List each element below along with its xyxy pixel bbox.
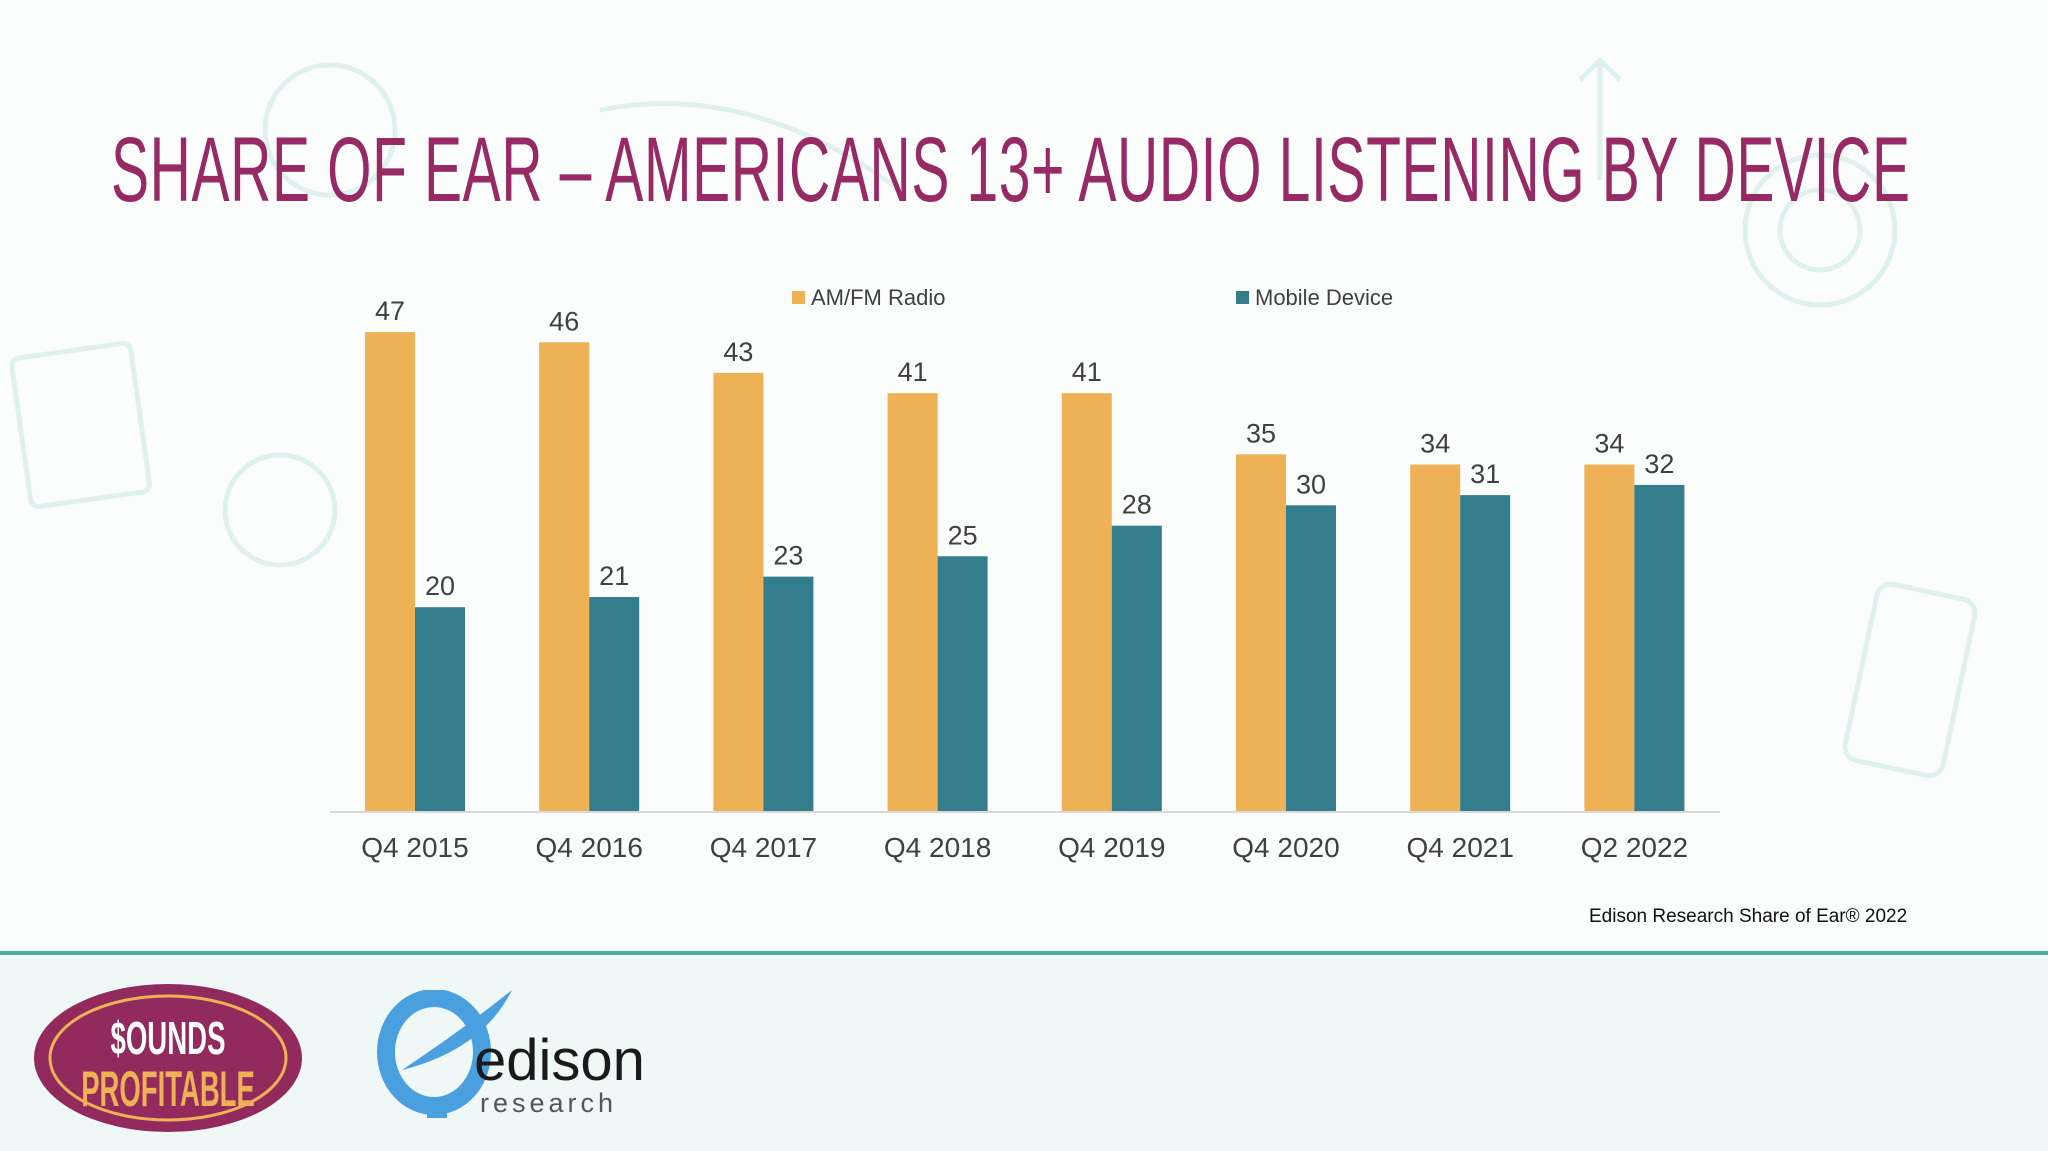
bar-mobile <box>1460 495 1511 811</box>
x-tick-label: Q4 2021 <box>1406 832 1513 863</box>
footer <box>0 955 2048 1151</box>
bar-amfm <box>1236 454 1286 811</box>
bar-mobile <box>589 597 640 811</box>
data-label: 21 <box>599 561 629 591</box>
x-tick-label: Q4 2016 <box>535 832 642 863</box>
svg-text:$OUNDS: $OUNDS <box>111 1014 226 1065</box>
data-label: 41 <box>1072 357 1102 387</box>
x-tick-label: Q4 2017 <box>710 832 817 863</box>
data-label: 20 <box>425 571 455 601</box>
sounds-profitable-logo: $OUNDS PROFITABLE <box>34 984 302 1132</box>
x-tick-label: Q4 2015 <box>361 832 468 863</box>
data-label: 35 <box>1246 418 1276 448</box>
bar-amfm <box>1061 393 1112 811</box>
divider <box>0 951 2048 955</box>
x-tick-label: Q4 2019 <box>1058 832 1165 863</box>
svg-text:research: research <box>480 1088 617 1118</box>
data-label: 46 <box>549 306 579 336</box>
edison-research-logo: edison research <box>377 990 645 1118</box>
x-tick-label: Q4 2018 <box>884 832 991 863</box>
bar-amfm <box>365 332 415 811</box>
bar-amfm <box>1584 464 1635 811</box>
bar-amfm <box>1410 464 1461 811</box>
data-label: 31 <box>1470 459 1500 489</box>
data-label: 41 <box>898 357 928 387</box>
data-label: 30 <box>1296 469 1326 499</box>
data-label: 43 <box>723 337 753 367</box>
bar-mobile <box>1111 525 1162 811</box>
svg-text:edison: edison <box>474 1028 645 1093</box>
x-tick-label: Q4 2020 <box>1232 832 1339 863</box>
source-note: Edison Research Share of Ear® 2022 <box>1589 906 1908 927</box>
bar-mobile <box>763 576 814 811</box>
data-label: 34 <box>1594 429 1624 459</box>
data-label: 34 <box>1420 429 1450 459</box>
legend-label: Mobile Device <box>1255 285 1393 310</box>
data-label: 47 <box>375 296 405 326</box>
svg-text:PROFITABLE: PROFITABLE <box>81 1060 255 1117</box>
bar-amfm <box>539 342 590 811</box>
page-title: SHARE OF EAR – AMERICANS 13+ AUDIO LISTE… <box>111 119 1911 221</box>
data-label: 28 <box>1122 490 1152 520</box>
legend-label: AM/FM Radio <box>811 285 945 310</box>
x-tick-label: Q2 2022 <box>1581 832 1688 863</box>
bar-mobile <box>1286 505 1336 811</box>
bar-mobile <box>415 607 465 811</box>
data-label: 25 <box>948 520 978 550</box>
bar-chart: 47 20 Q4 2015 46 21 Q4 2016 43 23 Q4 2017 41 25 Q4 … <box>330 285 1720 863</box>
background-doodles <box>9 56 1978 779</box>
legend-swatch <box>1236 291 1249 304</box>
bar-amfm <box>713 372 764 811</box>
data-label: 23 <box>773 541 803 571</box>
legend-swatch <box>792 291 805 304</box>
bar-amfm <box>887 393 938 811</box>
bar-mobile <box>937 556 988 811</box>
bar-mobile <box>1634 484 1685 811</box>
data-label: 32 <box>1644 449 1674 479</box>
